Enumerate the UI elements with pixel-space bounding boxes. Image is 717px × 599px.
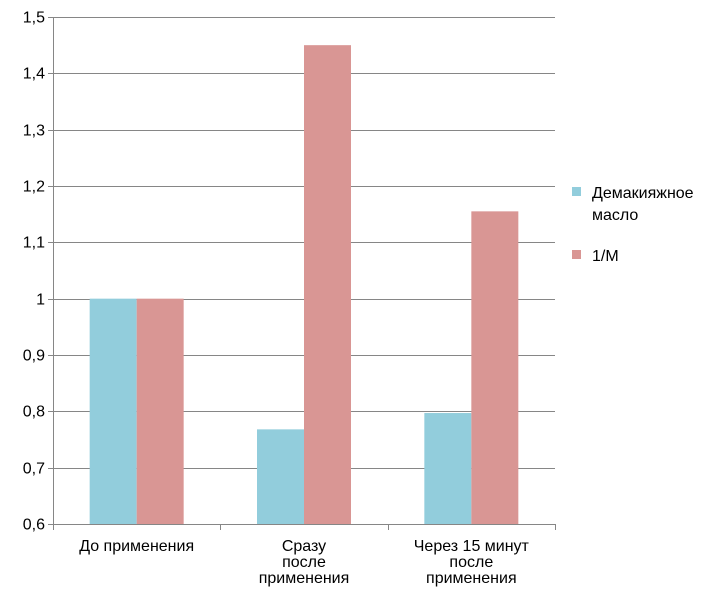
legend-label: Демакияжное [592, 185, 694, 202]
legend-label: 1/M [592, 248, 619, 265]
x-tick-label: До применения [79, 538, 194, 555]
x-tick-label: применения [426, 570, 517, 587]
tick-labels: 0,6 0,7 0,8 0,9 1 1,1 1,2 1,3 1,4 1,5 До применени… [23, 10, 530, 588]
y-tick-label: 0,9 [23, 348, 45, 365]
axes [48, 17, 556, 530]
y-tick-label: 1 [36, 292, 45, 309]
y-tick-label: 1,3 [23, 123, 45, 140]
bar [257, 429, 304, 524]
bar [136, 298, 184, 524]
bar [424, 413, 472, 524]
bar [304, 45, 351, 525]
y-tick-label: 1,1 [23, 235, 45, 252]
bar [89, 298, 137, 524]
y-tick-label: 1,4 [23, 66, 45, 83]
bar [471, 211, 519, 524]
y-tick-label: 0,6 [23, 517, 45, 534]
y-tick-label: 1,5 [23, 10, 45, 27]
x-tick-label: после [449, 554, 493, 571]
y-tick-label: 0,8 [23, 404, 45, 421]
legend-label: масло [592, 207, 638, 224]
legend-swatch [572, 187, 581, 196]
legend-swatch [572, 250, 581, 259]
y-tick-label: 0,7 [23, 461, 45, 478]
bars [89, 45, 519, 525]
y-tick-label: 1,2 [23, 179, 45, 196]
x-tick-label: Сразу [282, 538, 326, 555]
x-tick-label: после [282, 554, 326, 571]
x-tick-label: Через 15 минут [414, 538, 530, 555]
x-tick-label: применения [259, 570, 350, 587]
legend: Демакияжное масло 1/M [572, 185, 694, 265]
